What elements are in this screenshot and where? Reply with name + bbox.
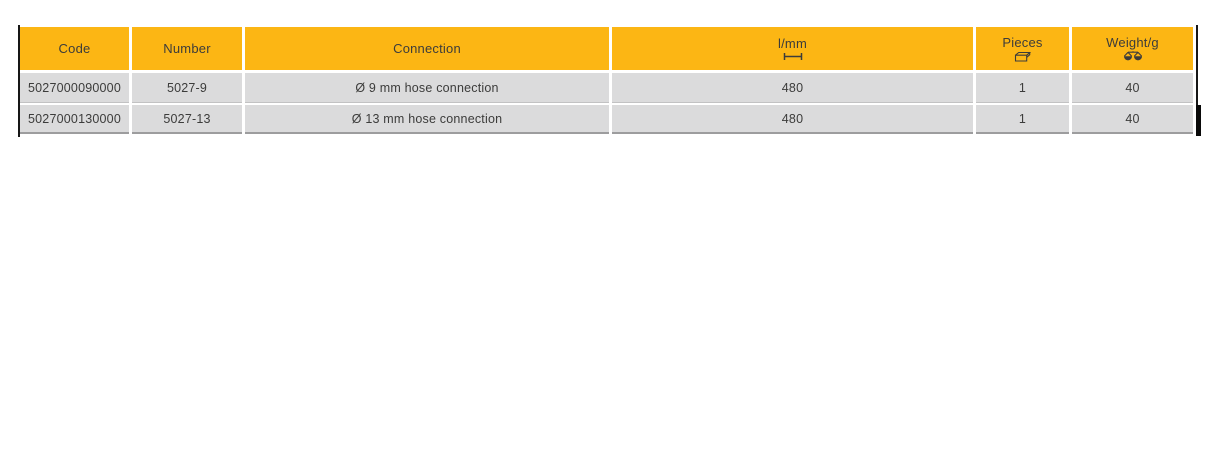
column-header-weight: Weight/g [1072,27,1193,70]
column-header-label: Pieces [1002,35,1043,50]
cell-connection: Ø 13 mm hose connection [245,105,609,134]
product-table: Code Number Connection l/mm Pieces [18,25,1204,139]
column-header-label: Number [163,41,211,56]
column-header-length: l/mm [612,27,973,70]
cell-number: 5027-9 [132,73,242,103]
cell-pieces: 1 [976,105,1069,134]
table-left-border [18,25,20,137]
cell-connection: Ø 9 mm hose connection [245,73,609,103]
column-header-code: Code [20,27,129,70]
table-header-row: Code Number Connection l/mm Pieces [20,27,1193,70]
scrollbar-thumb[interactable] [1196,105,1201,136]
column-header-label: Code [58,41,91,56]
column-header-label: Weight/g [1106,35,1159,50]
column-header-pieces: Pieces [976,27,1069,70]
column-header-label: l/mm [778,36,807,51]
length-dimension-icon [782,52,804,61]
cell-weight: 40 [1072,73,1193,103]
scale-icon [1123,51,1143,62]
column-header-label: Connection [393,41,461,56]
cell-length: 480 [612,105,973,134]
table-row: 5027000130000 5027-13 Ø 13 mm hose conne… [20,105,1193,134]
column-header-connection: Connection [245,27,609,70]
cell-pieces: 1 [976,73,1069,103]
cell-weight: 40 [1072,105,1193,134]
cell-code: 5027000090000 [20,73,129,103]
column-header-number: Number [132,27,242,70]
table-row: 5027000090000 5027-9 Ø 9 mm hose connect… [20,73,1193,103]
cell-code: 5027000130000 [20,105,129,134]
cell-number: 5027-13 [132,105,242,134]
package-icon [1014,51,1031,62]
cell-length: 480 [612,73,973,103]
scrollbar-track [1196,25,1198,105]
